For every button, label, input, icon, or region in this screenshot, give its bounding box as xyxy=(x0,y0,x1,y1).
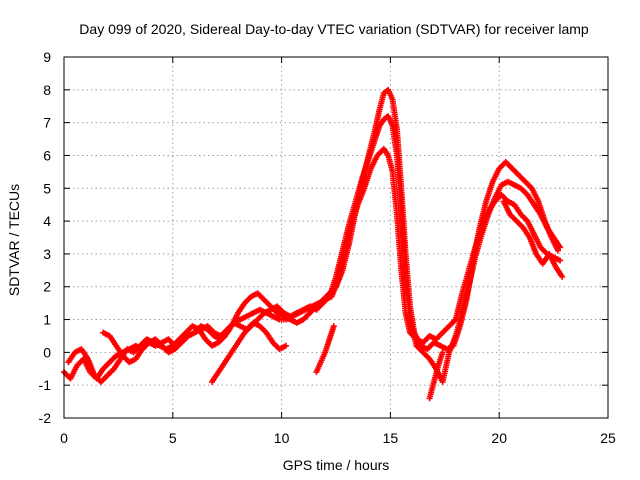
series-A xyxy=(61,145,564,382)
data-point xyxy=(557,257,564,264)
x-axis-label: GPS time / hours xyxy=(283,457,390,473)
data-point xyxy=(439,349,446,356)
y-tick-label: 1 xyxy=(43,312,51,328)
series-C xyxy=(100,319,289,366)
y-tick-label: 0 xyxy=(43,344,51,360)
series-B xyxy=(65,86,561,385)
plot-frame xyxy=(63,56,609,419)
data-point xyxy=(282,342,289,349)
x-tick-label: 25 xyxy=(600,430,616,446)
data-marks xyxy=(61,86,566,402)
x-tick-label: 10 xyxy=(274,430,290,446)
x-tick-label: 0 xyxy=(60,430,68,446)
series-G xyxy=(500,198,566,280)
tick-marks xyxy=(63,56,609,419)
series-F xyxy=(426,349,446,402)
y-tick-label: 7 xyxy=(43,115,51,131)
y-tick-label: 8 xyxy=(43,82,51,98)
x-tick-label: 20 xyxy=(491,430,507,446)
data-point xyxy=(557,244,564,251)
y-tick-label: -1 xyxy=(39,377,52,393)
y-axis-label: SDTVAR / TECUs xyxy=(6,184,22,296)
series-E xyxy=(313,323,337,376)
y-tick-label: 5 xyxy=(43,180,51,196)
y-tick-label: -2 xyxy=(39,410,52,426)
grid xyxy=(64,57,608,418)
y-tick-label: 9 xyxy=(43,49,51,65)
x-tick-label: 5 xyxy=(169,430,177,446)
y-tick-labels: -2 -1 0 1 2 3 4 5 6 7 8 9 xyxy=(39,49,52,426)
data-point xyxy=(559,273,566,280)
x-tick-label: 15 xyxy=(383,430,399,446)
chart-title: Day 099 of 2020, Sidereal Day-to-day VTE… xyxy=(79,21,589,37)
data-point xyxy=(554,247,561,254)
x-tick-labels: 0 5 10 15 20 25 xyxy=(60,430,616,446)
y-tick-label: 2 xyxy=(43,279,51,295)
y-tick-label: 6 xyxy=(43,147,51,163)
y-tick-label: 4 xyxy=(43,213,51,229)
data-point xyxy=(330,323,337,330)
y-tick-label: 3 xyxy=(43,246,51,262)
